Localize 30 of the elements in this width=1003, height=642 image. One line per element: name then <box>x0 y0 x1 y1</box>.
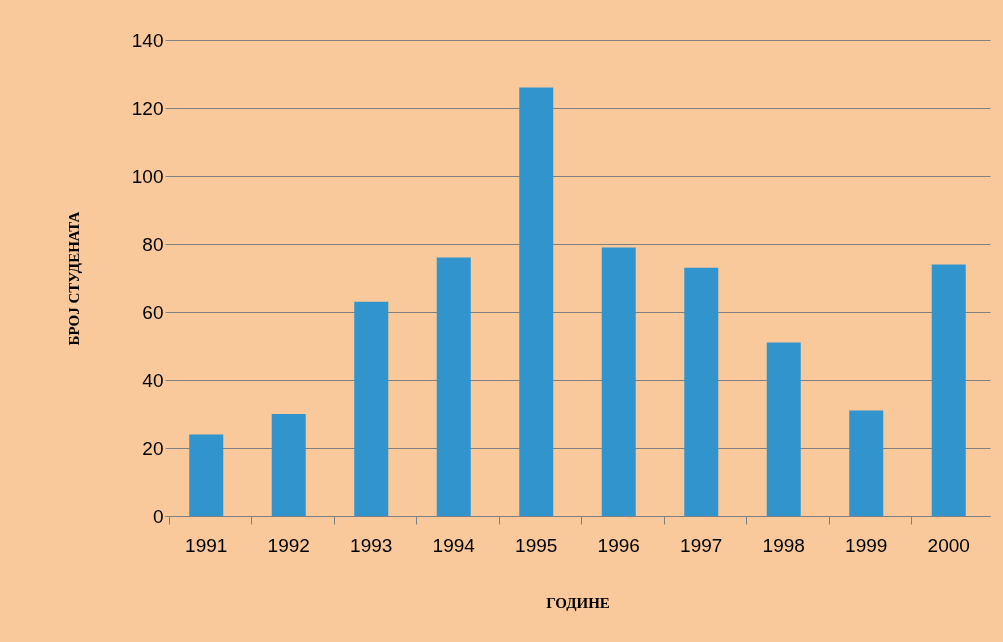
y-tick-label: 20 <box>142 437 164 459</box>
y-tick-label: 100 <box>131 165 164 187</box>
y-tick-label: 60 <box>142 301 164 323</box>
y-tick-label: 40 <box>142 369 164 391</box>
bar <box>271 414 306 516</box>
y-axis-title: БРОЈ СТУДЕНАТА <box>65 211 82 346</box>
x-tick-label: 1995 <box>515 534 558 556</box>
x-tick-label: 1994 <box>432 534 476 556</box>
x-tick-label: 1999 <box>845 534 888 556</box>
y-tick-label: 0 <box>152 505 164 527</box>
bar <box>766 342 801 516</box>
y-tick-label: 80 <box>142 233 164 255</box>
bar <box>601 247 636 516</box>
bar <box>436 257 471 516</box>
x-tick-label: 1992 <box>267 534 310 556</box>
y-tick-label: 140 <box>131 29 164 51</box>
bar <box>189 434 224 516</box>
bar <box>931 264 966 516</box>
bar <box>354 301 389 516</box>
bar <box>684 267 719 516</box>
x-axis-title: ГОДИНЕ <box>546 594 610 611</box>
x-tick-label: 1993 <box>350 534 393 556</box>
bar <box>519 87 554 516</box>
x-tick-label: 2000 <box>927 534 970 556</box>
x-tick-label: 1997 <box>680 534 723 556</box>
x-tick-label: 1998 <box>762 534 805 556</box>
bar <box>849 410 884 516</box>
x-tick-label: 1991 <box>185 534 228 556</box>
y-tick-label: 120 <box>131 97 164 119</box>
x-tick-label: 1996 <box>597 534 640 556</box>
